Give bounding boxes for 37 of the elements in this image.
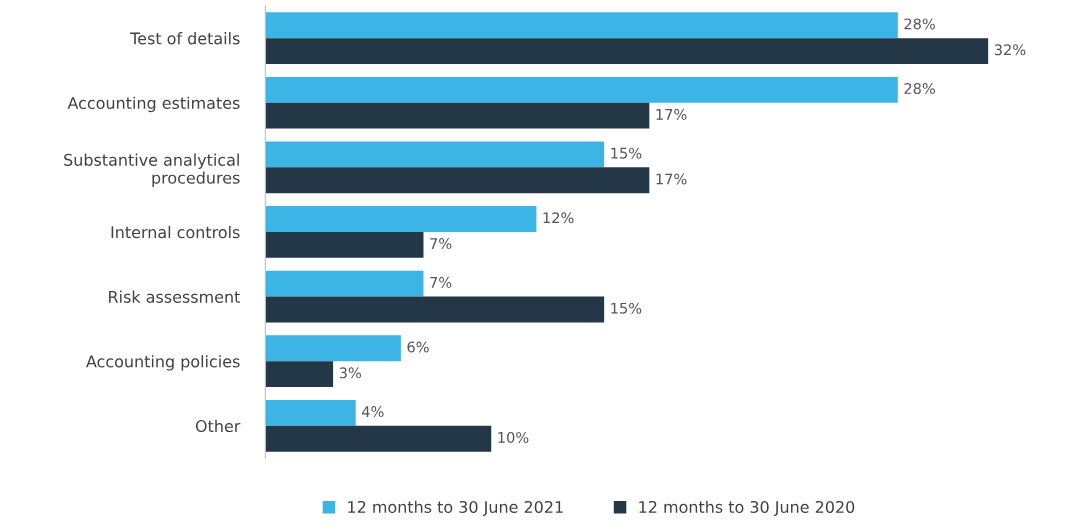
y-tick-label: Risk assessment — [109, 290, 240, 303]
data-label: 7% — [430, 276, 452, 288]
bar — [265, 76, 898, 103]
bar — [265, 399, 356, 426]
data-label: 4% — [361, 406, 384, 418]
bar — [265, 270, 424, 297]
legend-label: 12 months to 30 June 2020 — [639, 500, 855, 516]
data-label: 10% — [498, 431, 529, 443]
bar — [265, 206, 537, 232]
data-label: 7% — [430, 238, 452, 250]
y-tick-label: Accounting estimates — [67, 96, 240, 113]
data-label: 3% — [339, 367, 361, 379]
bar — [265, 361, 334, 388]
bar — [265, 425, 492, 452]
data-label: 17% — [656, 173, 687, 185]
bar — [265, 231, 424, 258]
data-label: 28% — [904, 18, 935, 30]
bar — [265, 141, 605, 168]
bar — [265, 296, 605, 323]
bar — [265, 38, 989, 64]
data-label: 15% — [611, 302, 642, 314]
bar — [265, 167, 650, 194]
data-label: 28% — [904, 83, 935, 95]
y-tick-label: Accounting policies — [86, 355, 240, 371]
data-label: 6% — [407, 341, 429, 353]
y-tick-label: Other — [195, 419, 241, 433]
bar — [265, 102, 650, 129]
data-label: 15% — [611, 147, 642, 159]
data-label: 17% — [656, 108, 687, 120]
data-label: 12% — [543, 212, 574, 224]
data-label: 32% — [994, 44, 1026, 56]
y-tick-label: Internal controls — [111, 225, 240, 239]
bar — [265, 12, 898, 39]
y-tick-label: Substantive analytical procedures — [64, 153, 240, 187]
legend-label: 12 months to 30 June 2021 — [348, 500, 563, 516]
y-tick-label: Test of details — [130, 32, 240, 45]
bar — [265, 335, 401, 362]
